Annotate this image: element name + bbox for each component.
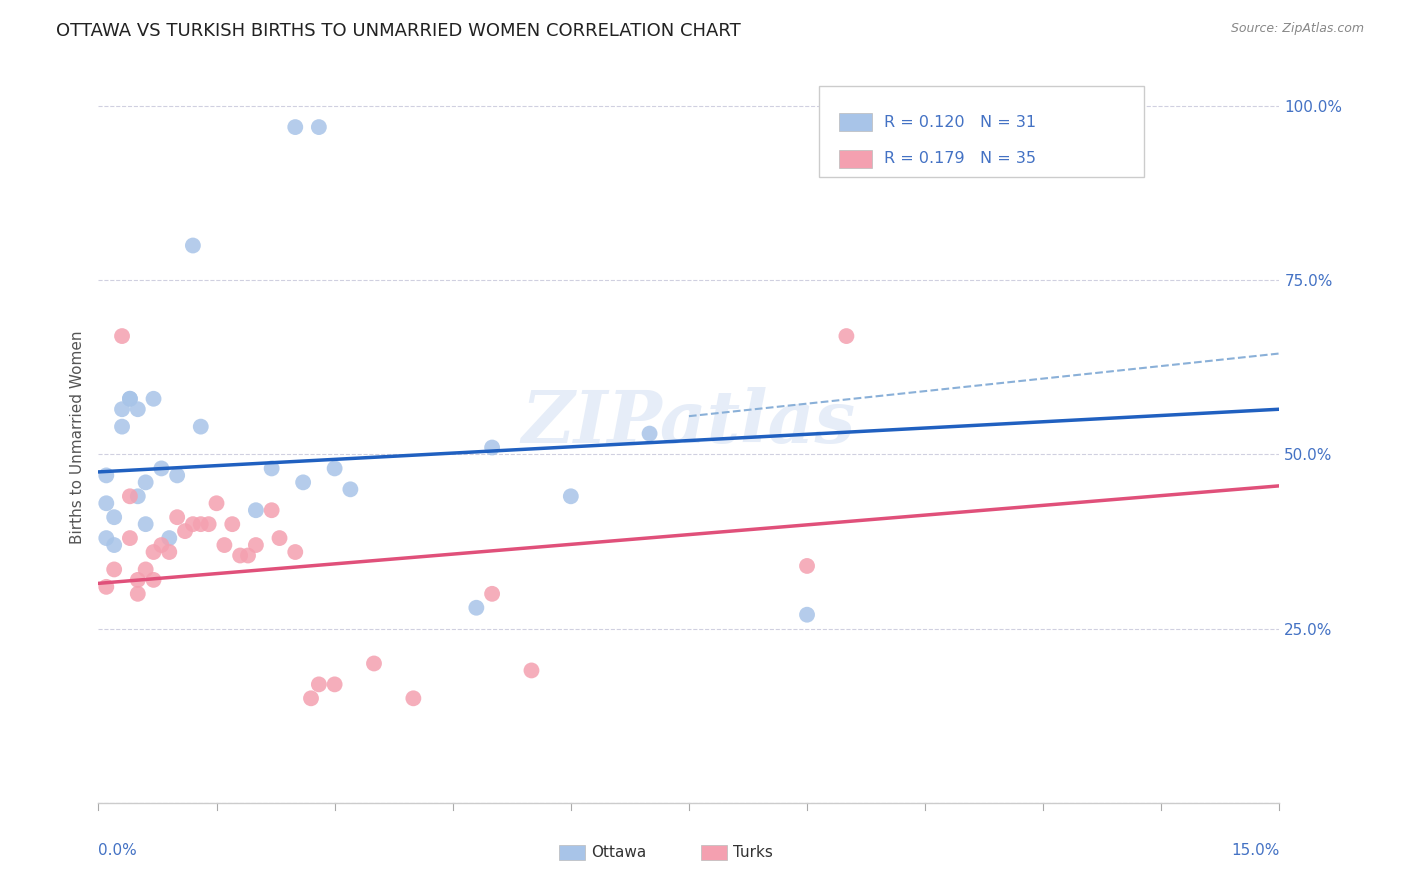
Point — [127, 489, 149, 503]
Text: ZIPatlas: ZIPatlas — [522, 387, 856, 458]
Point — [638, 426, 661, 441]
Point — [142, 573, 165, 587]
Point — [103, 562, 125, 576]
Point — [118, 392, 141, 406]
Bar — [839, 113, 872, 131]
Point — [292, 475, 315, 490]
Point — [135, 562, 157, 576]
Point — [181, 517, 204, 532]
Point — [150, 538, 173, 552]
Point — [111, 402, 134, 417]
Point — [103, 510, 125, 524]
Point — [197, 517, 219, 532]
Point — [308, 120, 330, 134]
Point — [284, 545, 307, 559]
Point — [127, 402, 149, 417]
Point — [96, 468, 118, 483]
Point — [181, 238, 204, 252]
Point — [142, 545, 165, 559]
FancyBboxPatch shape — [818, 86, 1143, 178]
Point — [214, 538, 236, 552]
Text: 0.0%: 0.0% — [98, 843, 138, 858]
Point — [174, 524, 197, 538]
Point — [284, 120, 307, 134]
Text: Ottawa: Ottawa — [591, 845, 647, 860]
Bar — [560, 846, 585, 860]
Point — [323, 461, 346, 475]
Text: Source: ZipAtlas.com: Source: ZipAtlas.com — [1230, 22, 1364, 36]
Point — [363, 657, 385, 671]
Point — [481, 587, 503, 601]
Text: R = 0.179   N = 35: R = 0.179 N = 35 — [884, 152, 1036, 166]
Point — [190, 419, 212, 434]
Point — [150, 461, 173, 475]
Bar — [700, 846, 727, 860]
Point — [118, 392, 141, 406]
Text: Turks: Turks — [733, 845, 772, 860]
Point — [520, 664, 543, 678]
Point — [299, 691, 322, 706]
Point — [96, 531, 118, 545]
Point — [135, 475, 157, 490]
Point — [835, 329, 858, 343]
Point — [118, 531, 141, 545]
Point — [245, 538, 267, 552]
Text: 15.0%: 15.0% — [1232, 843, 1279, 858]
Point — [157, 545, 180, 559]
Point — [260, 461, 283, 475]
Point — [111, 419, 134, 434]
Point — [96, 580, 118, 594]
Point — [157, 531, 180, 545]
Text: R = 0.120   N = 31: R = 0.120 N = 31 — [884, 115, 1036, 129]
Point — [260, 503, 283, 517]
Text: OTTAWA VS TURKISH BIRTHS TO UNMARRIED WOMEN CORRELATION CHART: OTTAWA VS TURKISH BIRTHS TO UNMARRIED WO… — [56, 22, 741, 40]
Point — [142, 392, 165, 406]
Bar — [839, 150, 872, 168]
Point — [323, 677, 346, 691]
Point — [135, 517, 157, 532]
Point — [269, 531, 291, 545]
Point — [118, 489, 141, 503]
Point — [481, 441, 503, 455]
Point — [465, 600, 488, 615]
Point — [103, 538, 125, 552]
Point — [560, 489, 582, 503]
Point — [96, 496, 118, 510]
Point — [402, 691, 425, 706]
Point — [245, 503, 267, 517]
Point — [166, 510, 188, 524]
Point — [339, 483, 361, 497]
Point — [166, 468, 188, 483]
Point — [127, 587, 149, 601]
Point — [127, 573, 149, 587]
Point — [308, 677, 330, 691]
Point — [205, 496, 228, 510]
Point — [796, 607, 818, 622]
Point — [111, 329, 134, 343]
Point — [190, 517, 212, 532]
Point — [796, 558, 818, 573]
Point — [229, 549, 252, 563]
Y-axis label: Births to Unmarried Women: Births to Unmarried Women — [69, 330, 84, 544]
Point — [236, 549, 259, 563]
Point — [221, 517, 243, 532]
